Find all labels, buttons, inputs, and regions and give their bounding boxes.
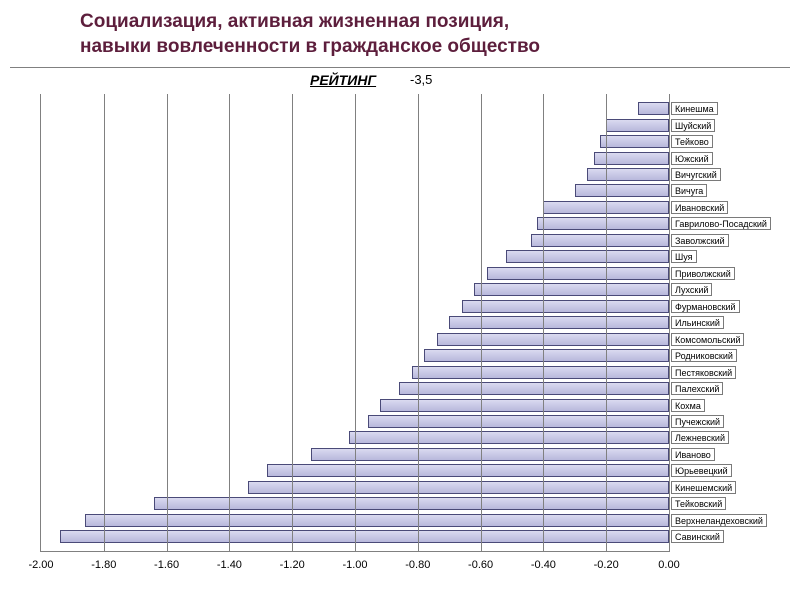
bar: [587, 168, 669, 181]
grid-line: [167, 94, 168, 551]
bar: [594, 152, 669, 165]
bar-label: Тейково: [671, 135, 713, 148]
title-line-1: Социализация, активная жизненная позиция…: [80, 11, 509, 32]
bar-label: Лухский: [671, 283, 712, 296]
x-axis-tick: -1.60: [154, 559, 179, 571]
bar: [487, 267, 669, 280]
bar-label: Заволжский: [671, 234, 729, 247]
grid-line: [104, 94, 105, 551]
bar: [638, 102, 669, 115]
bar: [424, 349, 669, 362]
x-axis-tick: -1.40: [217, 559, 242, 571]
plot-area: КинешмаШуйскийТейковоЮжскийВичугскийВичу…: [40, 94, 670, 552]
bar-label: Палехский: [671, 382, 723, 395]
bar: [506, 250, 669, 263]
bar: [437, 333, 669, 346]
bar: [606, 119, 669, 132]
x-axis-tick: -1.00: [342, 559, 367, 571]
bar-label: Вичугский: [671, 168, 721, 181]
chart-container: РЕЙТИНГ -3,5 КинешмаШуйскийТейковоЮжский…: [10, 72, 790, 576]
bar: [399, 382, 669, 395]
x-axis-tick: -0.20: [594, 559, 619, 571]
title-divider: [10, 67, 790, 68]
bar: [531, 234, 669, 247]
grid-line: [481, 94, 482, 551]
bar: [600, 135, 669, 148]
bar-label: Юрьевецкий: [671, 464, 732, 477]
bar: [412, 366, 669, 379]
bar: [154, 497, 669, 510]
bar-label: Ильинский: [671, 316, 724, 329]
x-axis-tick: -1.20: [280, 559, 305, 571]
bar: [462, 300, 669, 313]
bar: [575, 184, 669, 197]
bar-label: Савинский: [671, 530, 724, 543]
bar: [267, 464, 669, 477]
x-axis-tick: 0.00: [658, 559, 679, 571]
bar-label: Шуйский: [671, 119, 715, 132]
bar: [474, 283, 669, 296]
bar-label: Пестяковский: [671, 366, 736, 379]
bar-label: Ивановский: [671, 201, 728, 214]
grid-line: [543, 94, 544, 551]
bar-label: Гаврилово-Посадский: [671, 217, 771, 230]
bar-label: Комсомольский: [671, 333, 744, 346]
bar-label: Кохма: [671, 399, 705, 412]
bar: [60, 530, 669, 543]
bar: [537, 217, 669, 230]
bar: [85, 514, 669, 527]
bar-label: Вичуга: [671, 184, 707, 197]
bar-label: Родниковский: [671, 349, 737, 362]
bar-label: Пучежский: [671, 415, 724, 428]
bar-label: Приволжский: [671, 267, 735, 280]
rating-label: РЕЙТИНГ: [310, 72, 376, 88]
grid-line: [606, 94, 607, 551]
x-axis-tick: -0.80: [405, 559, 430, 571]
bar: [311, 448, 669, 461]
x-axis-tick: -2.00: [28, 559, 53, 571]
bar-label: Иваново: [671, 448, 715, 461]
x-axis-tick: -0.60: [468, 559, 493, 571]
bar: [368, 415, 669, 428]
bar-label: Верхнеландеховский: [671, 514, 767, 527]
grid-line: [229, 94, 230, 551]
x-axis-tick: -1.80: [91, 559, 116, 571]
bar-label: Шуя: [671, 250, 697, 263]
x-axis-tick: -0.40: [531, 559, 556, 571]
bar-label: Тейковский: [671, 497, 726, 510]
title-line-2: навыки вовлеченности в гражданское общес…: [80, 36, 540, 57]
page-title: Социализация, активная жизненная позиция…: [0, 0, 800, 67]
chart-annotation: -3,5: [410, 72, 432, 87]
bar-label: Южский: [671, 152, 713, 165]
grid-line: [292, 94, 293, 551]
grid-line: [418, 94, 419, 551]
bar-label: Лежневский: [671, 431, 729, 444]
bar-label: Кинешемский: [671, 481, 736, 494]
grid-line: [355, 94, 356, 551]
bar-label: Фурмановский: [671, 300, 740, 313]
bar: [380, 399, 669, 412]
bar-label: Кинешма: [671, 102, 718, 115]
bar: [349, 431, 669, 444]
bar: [449, 316, 669, 329]
